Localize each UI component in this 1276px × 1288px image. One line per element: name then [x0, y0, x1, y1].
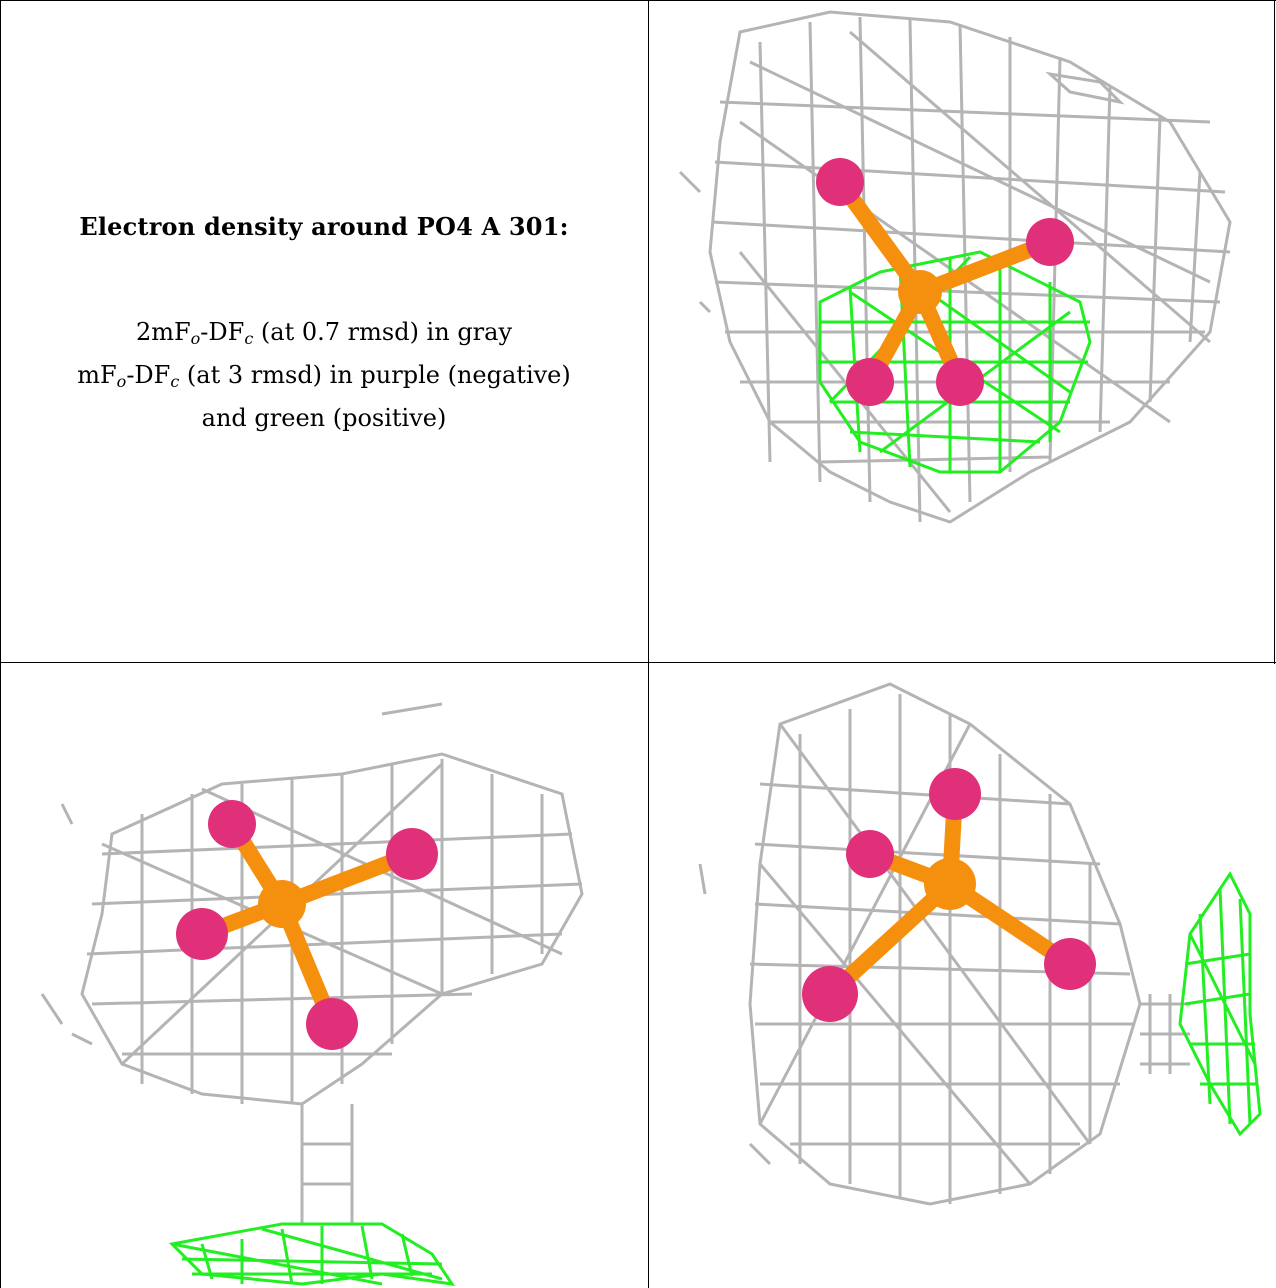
- po4-ligand-1: [816, 158, 1074, 406]
- oxygen-atom: [816, 158, 864, 206]
- green-mesh-lines: [1184, 888, 1258, 1125]
- border-top: [0, 0, 1276, 1]
- gray-mesh-bridge: [1140, 994, 1190, 1074]
- caption-line-colors: and green (positive): [201, 404, 447, 432]
- oxygen-atom: [386, 828, 438, 880]
- caption-title: Electron density around PO4 A 301:: [79, 212, 569, 241]
- density-view-2: [40, 702, 584, 1286]
- density-panel-3: [650, 664, 1274, 1286]
- green-mesh-lines: [171, 1225, 443, 1286]
- gray-mesh-outline: [748, 682, 1142, 1206]
- divider-vertical: [648, 0, 649, 1288]
- gray-mesh-lines: [749, 694, 1135, 1204]
- density-view-3: [698, 682, 1262, 1206]
- oxygen-atom: [176, 908, 228, 960]
- phosphorus-atom: [258, 880, 306, 928]
- gray-mesh-outline: [708, 10, 1232, 524]
- caption-cell: Electron density around PO4 A 301: 2mFo-…: [0, 0, 648, 662]
- phosphorus-atom: [924, 858, 976, 910]
- oxygen-atom: [846, 358, 894, 406]
- green-mesh-outline: [168, 1222, 456, 1286]
- po4-ligand-2: [176, 800, 438, 1050]
- density-panel-1: [650, 2, 1274, 660]
- oxygen-atom: [208, 800, 256, 848]
- gray-mesh-fragment: [678, 71, 1125, 314]
- phosphorus-atom: [898, 270, 942, 314]
- oxygen-atom: [1026, 218, 1074, 266]
- gray-mesh-fragment: [40, 702, 443, 1046]
- border-right: [1274, 0, 1275, 664]
- oxygen-atom: [306, 998, 358, 1050]
- caption-line-2fofc: 2mFo-DFc (at 0.7 rmsd) in gray: [135, 318, 513, 348]
- green-mesh-outline: [818, 250, 1092, 474]
- po4-ligand-3: [802, 768, 1096, 1022]
- density-panel-2: [2, 664, 647, 1286]
- gray-mesh-fragment: [698, 863, 772, 1166]
- oxygen-atom: [936, 358, 984, 406]
- oxygen-atom: [802, 966, 858, 1022]
- oxygen-atom: [846, 830, 894, 878]
- gray-mesh-stem: [300, 1104, 354, 1224]
- caption-line-fofc: mFo-DFc (at 3 rmsd) in purple (negative): [77, 361, 571, 391]
- density-view-1: [678, 10, 1232, 524]
- oxygen-atom: [1044, 938, 1096, 990]
- caption-body: 2mFo-DFc (at 0.7 rmsd) in gray mFo-DFc (…: [0, 314, 648, 437]
- divider-horizontal: [0, 662, 1276, 663]
- oxygen-atom: [929, 768, 981, 820]
- border-left: [0, 0, 1, 1288]
